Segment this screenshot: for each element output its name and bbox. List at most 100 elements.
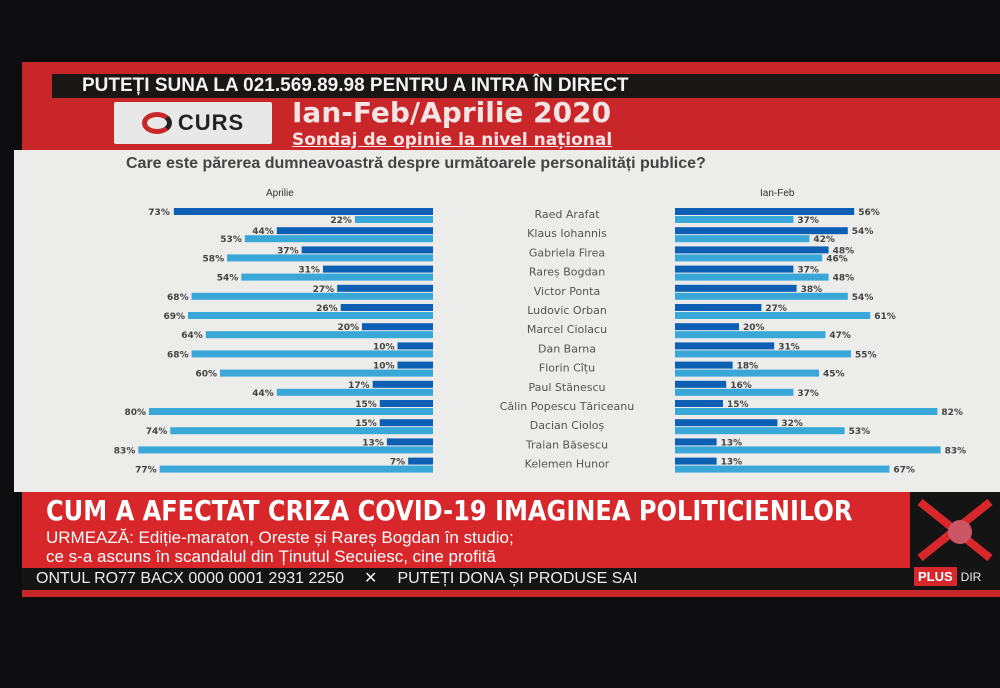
data-label: 54% [217,274,239,284]
data-label: 20% [337,323,359,333]
bar-left-light [138,446,433,454]
bar-right-dark [675,284,797,292]
bar-left-light [170,427,434,435]
bar-left-light [354,216,433,223]
bar-left-light [205,331,433,339]
category-label: Paul Stănescu [529,381,606,394]
chart-subtitle: Sondaj de opinie la nivel național [292,130,613,150]
bar-right-dark [675,380,727,388]
data-label: 18% [737,362,759,372]
data-label: 31% [778,342,800,352]
upcoming-text: URMEAZĂ: Ediție-maraton, Oreste și Rareș… [46,528,514,566]
bar-left-dark [173,208,433,215]
bar-chart: Raed Arafat 73% 22% 56% 37% Klaus Iohannis 44%… [114,208,967,476]
category-label: Gabriela Firea [529,246,605,259]
bar-right-dark [675,361,733,369]
bar-left-light [244,235,433,243]
chart-question: Care este părerea dumneavoastră despre u… [126,155,706,172]
tv-screen: PUTEȚI SUNA LA 021.569.89.98 PENTRU A IN… [14,62,1000,597]
bar-left-dark [379,419,433,427]
bar-left-dark [379,400,433,407]
logo-text: CURS [177,110,245,135]
plus-suffix: DIR [960,570,982,584]
data-label: 69% [164,312,186,322]
bar-left-dark [408,457,433,465]
bar-right-dark [675,438,717,446]
bar-right-light [675,388,794,396]
data-label: 48% [833,246,855,256]
data-label: 68% [167,293,189,303]
bar-left-dark [322,265,433,273]
bar-left-light [188,312,433,319]
panel-label-aprilie: Aprilie [266,188,294,199]
bar-left-dark [340,304,433,311]
chart-period-title: Ian-Feb/Aprilie 2020 [292,96,612,129]
plus-label: PLUS [914,567,957,586]
data-label: 13% [721,458,743,468]
data-label: 82% [941,408,963,418]
data-label: 64% [181,331,203,341]
data-label: 22% [330,216,352,226]
bar-left-dark [372,380,433,388]
data-label: 37% [277,246,299,256]
data-label: 83% [945,446,967,456]
bar-left-dark [337,284,433,292]
data-label: 37% [797,389,819,399]
bar-right-dark [675,457,717,465]
upcoming-line-2: ce s-a ascuns în scandalul din Ținutul S… [46,547,496,566]
category-label: Rareș Bogdan [529,266,605,279]
data-label: 55% [855,350,877,360]
data-label: 44% [252,227,274,237]
data-label: 16% [730,381,752,391]
panel-label-ian-feb: Ian-Feb [760,188,795,199]
data-label: 7% [390,458,405,468]
data-label: 83% [114,446,136,456]
data-label: 31% [298,266,320,276]
category-label: Călin Popescu Tăriceanu [500,400,635,413]
data-label: 38% [801,285,823,295]
data-label: 60% [195,370,217,380]
bar-left-dark [362,323,433,331]
category-label: Victor Ponta [534,285,600,298]
data-label: 61% [874,312,896,322]
data-label: 26% [316,304,338,314]
bar-right-dark [675,400,723,407]
data-label: 80% [124,408,146,418]
data-label: 20% [743,323,765,333]
bar-right-dark [675,246,829,254]
data-label: 46% [826,254,848,264]
data-label: 27% [765,304,787,314]
category-label: Florin Cîțu [539,362,595,375]
logo-swirl-icon [141,112,172,134]
category-label: Marcel Ciolacu [527,323,607,336]
bar-right-light [675,254,823,262]
data-label: 44% [252,389,274,399]
bar-right-dark [675,304,762,311]
data-label: 15% [355,419,377,429]
data-label: 47% [829,331,851,341]
category-label: Ludovic Orban [527,304,607,317]
bar-right-dark [675,208,855,215]
bottom-ticker: ONTUL RO77 BACX 0000 0001 2931 2250 ✕ PUTE… [22,568,910,590]
bar-right-dark [675,227,848,235]
bar-left-light [227,254,433,262]
bar-right-light [675,427,845,435]
data-label: 10% [373,362,395,372]
data-label: 13% [721,438,743,448]
data-label: 58% [203,254,225,264]
bar-left-dark [397,361,433,369]
data-label: 73% [148,208,170,218]
bar-right-light [675,369,819,377]
channel-logo [910,492,1000,568]
data-label: 48% [833,274,855,284]
plus-badge: PLUS DIR [910,567,1000,590]
bar-right-light [675,273,829,281]
chart-panel: Care este părerea dumneavoastră despre u… [14,150,1000,492]
bar-right-light [675,292,848,300]
ticker-account: ONTUL RO77 BACX 0000 0001 2931 2250 [36,570,345,587]
data-label: 17% [348,381,370,391]
bar-right-dark [675,265,794,273]
data-label: 37% [797,216,819,226]
data-label: 13% [362,438,384,448]
data-label: 77% [135,466,157,476]
